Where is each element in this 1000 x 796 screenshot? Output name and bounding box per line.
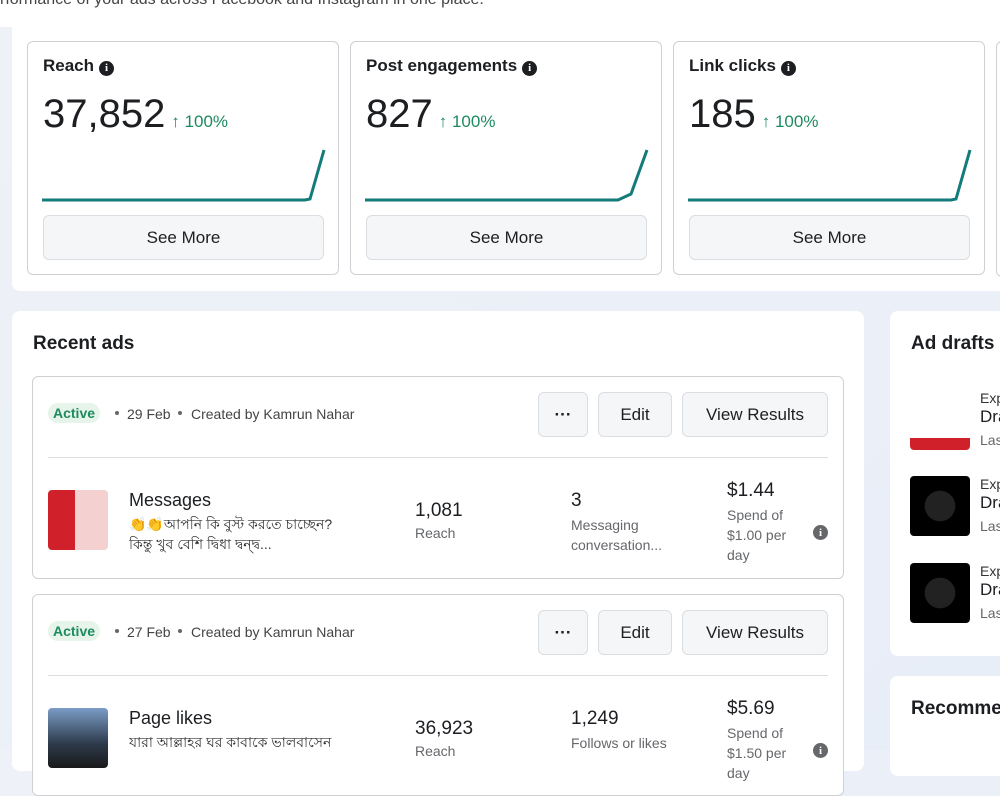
draft-name: Dra: [980, 580, 1000, 599]
result-value: 3: [571, 490, 582, 511]
separator-dot: [178, 629, 182, 633]
divider: [48, 675, 828, 676]
change: ↑ 100%: [438, 112, 496, 131]
see-more-button[interactable]: See More: [689, 215, 970, 260]
draft-thumbnail[interactable]: [910, 390, 970, 450]
ad-card: Active 27 Feb Created by Kamrun Nahar ··· Ed…: [32, 594, 844, 796]
sparkline-path: [365, 149, 649, 202]
ad-card: Active 29 Feb Created by Kamrun Nahar ··· Ed…: [32, 376, 844, 579]
more-button[interactable]: ···: [538, 610, 588, 655]
draft-line: Las: [980, 432, 1000, 448]
created-by: Created by Kamrun Nahar: [191, 624, 355, 640]
draft-line: Las: [980, 518, 1000, 534]
separator-dot: [178, 411, 182, 415]
result-label: Messaging conversation...: [571, 517, 663, 553]
metric-title-text: Link clicks: [689, 56, 776, 75]
draft-line: Exp: [980, 390, 1000, 406]
section-title: Recomme: [911, 698, 1000, 719]
status-badge: Active: [48, 621, 101, 641]
draft-thumbnail[interactable]: [910, 476, 970, 536]
ad-thumbnail[interactable]: [48, 708, 108, 768]
metric-card: Link clicks i 185 ↑ 100% See More: [673, 41, 985, 275]
see-more-button[interactable]: See More: [366, 215, 647, 260]
metric-title-text: Reach: [43, 56, 95, 75]
info-icon[interactable]: i: [99, 60, 115, 76]
metric-title: Link clicks i: [689, 56, 796, 76]
sparkline: [42, 149, 326, 202]
ad-description: 👏👏আপনি কি বুস্ট করতে চাচ্ছেন? কিন্তু খুব…: [129, 516, 333, 552]
value: 827: [366, 92, 433, 136]
separator-dot: [115, 629, 119, 633]
change: ↑ 100%: [761, 112, 819, 131]
spend-label: Spend of $1.00 per day: [727, 507, 787, 563]
created-by: Created by Kamrun Nahar: [191, 406, 355, 422]
sparkline: [688, 149, 972, 202]
reach-value: 36,923: [415, 718, 474, 739]
draft-line: Exp: [980, 476, 1000, 492]
metric-title: Reach i: [43, 56, 115, 76]
draft-line: Las: [980, 605, 1000, 621]
separator-dot: [115, 411, 119, 415]
spend-label: Spend of $1.50 per day: [727, 725, 787, 781]
divider: [48, 457, 828, 458]
section-title: Ad drafts: [911, 333, 995, 354]
ad-description: যারা আল্লাহর ঘর কাবাকে ভালবাসেন: [129, 734, 332, 750]
edit-button[interactable]: Edit: [598, 610, 672, 655]
metric-title-text: Post engagements: [366, 56, 518, 75]
ad-objective: Page likes: [129, 708, 213, 728]
info-icon[interactable]: i: [813, 743, 828, 758]
info-icon[interactable]: i: [780, 60, 796, 76]
ad-thumbnail[interactable]: [48, 490, 108, 550]
reach-label: Reach: [415, 743, 456, 759]
info-icon[interactable]: i: [522, 60, 538, 76]
ad-objective: Messages: [129, 490, 212, 510]
metric-title: Post engagements i: [366, 56, 538, 76]
metric-value: 185 ↑ 100%: [689, 92, 818, 137]
ad-date: 29 Feb: [127, 406, 171, 422]
reach-value: 1,081: [415, 500, 463, 521]
sparkline-path: [42, 149, 326, 202]
draft-line: Exp: [980, 563, 1000, 579]
draft-name: Dra: [980, 407, 1000, 426]
info-icon[interactable]: i: [813, 525, 828, 540]
spend-value: $5.69: [727, 698, 775, 719]
more-button[interactable]: ···: [538, 392, 588, 437]
recommendations-panel: [890, 676, 1000, 776]
ad-date: 27 Feb: [127, 624, 171, 640]
value: 185: [689, 92, 756, 136]
subtitle: rformance of your ads across Facebook an…: [0, 0, 484, 9]
sparkline-path: [688, 149, 972, 202]
edit-button[interactable]: Edit: [598, 392, 672, 437]
sparkline: [365, 149, 649, 202]
spend-value: $1.44: [727, 480, 775, 501]
metric-value: 827 ↑ 100%: [366, 92, 495, 137]
metric-card: [996, 41, 1000, 277]
see-more-button[interactable]: See More: [43, 215, 324, 260]
view-results-button[interactable]: View Results: [682, 392, 828, 437]
top-bar: rformance of your ads across Facebook an…: [0, 0, 1000, 27]
metric-card: Post engagements i 827 ↑ 100% See More: [350, 41, 662, 275]
status-badge: Active: [48, 403, 101, 423]
metric-value: 37,852 ↑ 100%: [43, 92, 228, 137]
result-value: 1,249: [571, 708, 619, 729]
section-title: Recent ads: [33, 333, 135, 354]
reach-label: Reach: [415, 525, 456, 541]
view-results-button[interactable]: View Results: [682, 610, 828, 655]
change: ↑ 100%: [171, 112, 229, 131]
result-label: Follows or likes: [571, 735, 667, 751]
draft-name: Dra: [980, 493, 1000, 512]
draft-thumbnail[interactable]: [910, 563, 970, 623]
value: 37,852: [43, 92, 166, 136]
metric-card: Reach i 37,852 ↑ 100% See More: [27, 41, 339, 275]
